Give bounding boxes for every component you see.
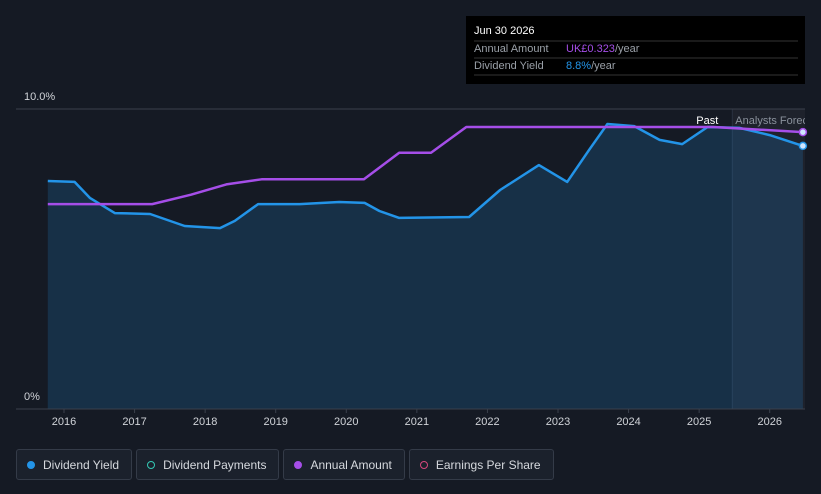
forecast-region xyxy=(732,109,805,409)
x-tick-label: 2026 xyxy=(757,416,781,428)
legend-item[interactable]: Annual Amount xyxy=(283,449,405,480)
legend-swatch xyxy=(147,460,156,469)
tooltip-label: Dividend Yield xyxy=(474,60,544,72)
tooltip-value: 8.8%/year xyxy=(566,60,616,72)
x-tick-label: 2016 xyxy=(52,416,76,428)
legend-label: Dividend Yield xyxy=(43,457,120,472)
y-tick-label: 0% xyxy=(24,391,40,403)
y-tick-label: 10.0% xyxy=(24,91,55,103)
x-tick-label: 2017 xyxy=(122,416,146,428)
tooltip-value-unit: /year xyxy=(591,60,616,72)
end-marker xyxy=(798,127,808,137)
x-tick-label: 2022 xyxy=(475,416,499,428)
tooltip: Jun 30 2026 Annual Amount UK£0.323/year Di… xyxy=(466,16,805,84)
series-area xyxy=(47,124,803,409)
legend-item[interactable]: Earnings Per Share xyxy=(408,449,554,480)
x-tick-label: 2024 xyxy=(616,416,640,428)
series-line xyxy=(47,125,803,206)
tooltip-value-unit: /year xyxy=(615,43,640,55)
tooltip-value: UK£0.323/year xyxy=(566,43,640,55)
axes: Past Analysts Forecasts 0% 10.0% 2016 2017 201… xyxy=(16,91,821,428)
tooltip-date: Jun 30 2026 xyxy=(474,25,535,37)
past-label: Past xyxy=(696,115,718,127)
x-tick-label: 2023 xyxy=(546,416,570,428)
tooltip-label: Annual Amount xyxy=(474,43,549,55)
legend-label: Annual Amount xyxy=(310,457,392,472)
tooltip-value-number: 8.8% xyxy=(566,60,591,72)
legend-item[interactable]: Dividend Yield xyxy=(16,449,133,480)
legend-swatch xyxy=(27,460,35,469)
tooltip-box xyxy=(466,16,805,84)
series-line xyxy=(47,122,804,230)
legend-label: Dividend Payments xyxy=(163,457,267,472)
end-marker xyxy=(798,141,808,151)
x-tick-label: 2025 xyxy=(687,416,711,428)
x-tick-label: 2018 xyxy=(193,416,217,428)
tooltip-value-number: UK£0.323 xyxy=(566,43,615,55)
legend-swatch xyxy=(294,460,303,469)
plot-area xyxy=(47,109,805,409)
x-tick-label: 2019 xyxy=(263,416,287,428)
legend-item[interactable]: Dividend Payments xyxy=(136,449,280,480)
forecast-label: Analysts Forecasts xyxy=(735,115,821,127)
x-tick-label: 2021 xyxy=(405,416,429,428)
legend-label: Earnings Per Share xyxy=(435,457,541,472)
legend-swatch xyxy=(419,460,428,469)
x-tick-label: 2020 xyxy=(334,416,358,428)
